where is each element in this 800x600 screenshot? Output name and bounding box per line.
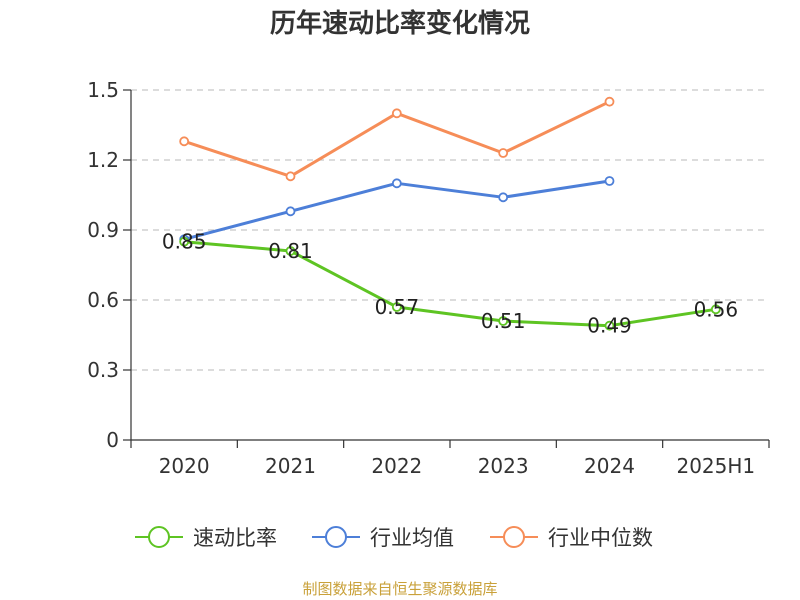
data-label: 0.85	[162, 230, 207, 254]
data-point[interactable]	[179, 236, 190, 247]
series-line	[184, 240, 717, 328]
y-tick-label: 0.3	[87, 358, 119, 382]
legend-marker-icon	[503, 526, 525, 548]
x-tick-label: 2022	[371, 454, 422, 478]
x-tick-label: 2025H1	[676, 454, 755, 478]
data-point[interactable]	[604, 176, 615, 186]
y-tick-label: 1.5	[87, 78, 119, 102]
data-point[interactable]	[498, 316, 509, 326]
legend-label: 行业均值	[370, 526, 454, 550]
data-labels: 0.85 0.81 0.57 0.51 0.49 0.56	[162, 230, 738, 338]
y-tick-label: 0	[106, 428, 119, 452]
data-label: 0.57	[375, 295, 420, 319]
y-tick-label: 0.6	[87, 288, 119, 312]
x-tick-label: 2023	[478, 454, 529, 478]
data-point[interactable]	[604, 96, 615, 107]
legend-item[interactable]: 行业中位数	[490, 526, 653, 550]
data-point[interactable]	[285, 171, 296, 182]
data-point[interactable]	[285, 206, 296, 217]
data-point[interactable]	[285, 246, 296, 256]
legend-label: 行业中位数	[548, 526, 653, 550]
data-point[interactable]	[604, 320, 615, 331]
legend-item[interactable]: 速动比率	[135, 526, 277, 550]
axes: 0 0.3 0.6 0.9 1.2 1.5 2020 2021 2022 2023 2024 2025…	[87, 78, 770, 478]
data-point[interactable]	[710, 304, 721, 315]
legend[interactable]: 速动比率 行业均值 行业中位数	[135, 526, 653, 550]
data-point[interactable]	[391, 302, 402, 312]
x-tick-label: 2024	[584, 454, 635, 478]
data-label: 0.51	[481, 309, 526, 333]
legend-marker-icon	[148, 526, 170, 548]
x-tick-label: 2020	[159, 454, 210, 478]
grid-lines	[131, 89, 769, 371]
x-tick-label: 2021	[265, 454, 316, 478]
data-label: 0.56	[694, 297, 739, 321]
source-note: 制图数据来自恒生聚源数据库	[302, 580, 497, 598]
data-point[interactable]	[391, 178, 402, 189]
legend-marker-icon	[325, 526, 347, 548]
y-tick-label: 1.2	[87, 148, 119, 172]
series-lines	[179, 96, 721, 331]
data-point[interactable]	[179, 136, 190, 147]
data-point[interactable]	[498, 192, 509, 203]
y-tick-label: 0.9	[87, 218, 119, 242]
chart-title: 历年速动比率变化情况	[270, 8, 530, 39]
legend-item[interactable]: 行业均值	[312, 526, 454, 550]
legend-label: 速动比率	[193, 526, 277, 550]
data-label: 0.81	[268, 239, 313, 263]
data-label: 0.49	[587, 314, 632, 338]
data-point[interactable]	[498, 148, 509, 158]
data-point[interactable]	[391, 108, 402, 119]
